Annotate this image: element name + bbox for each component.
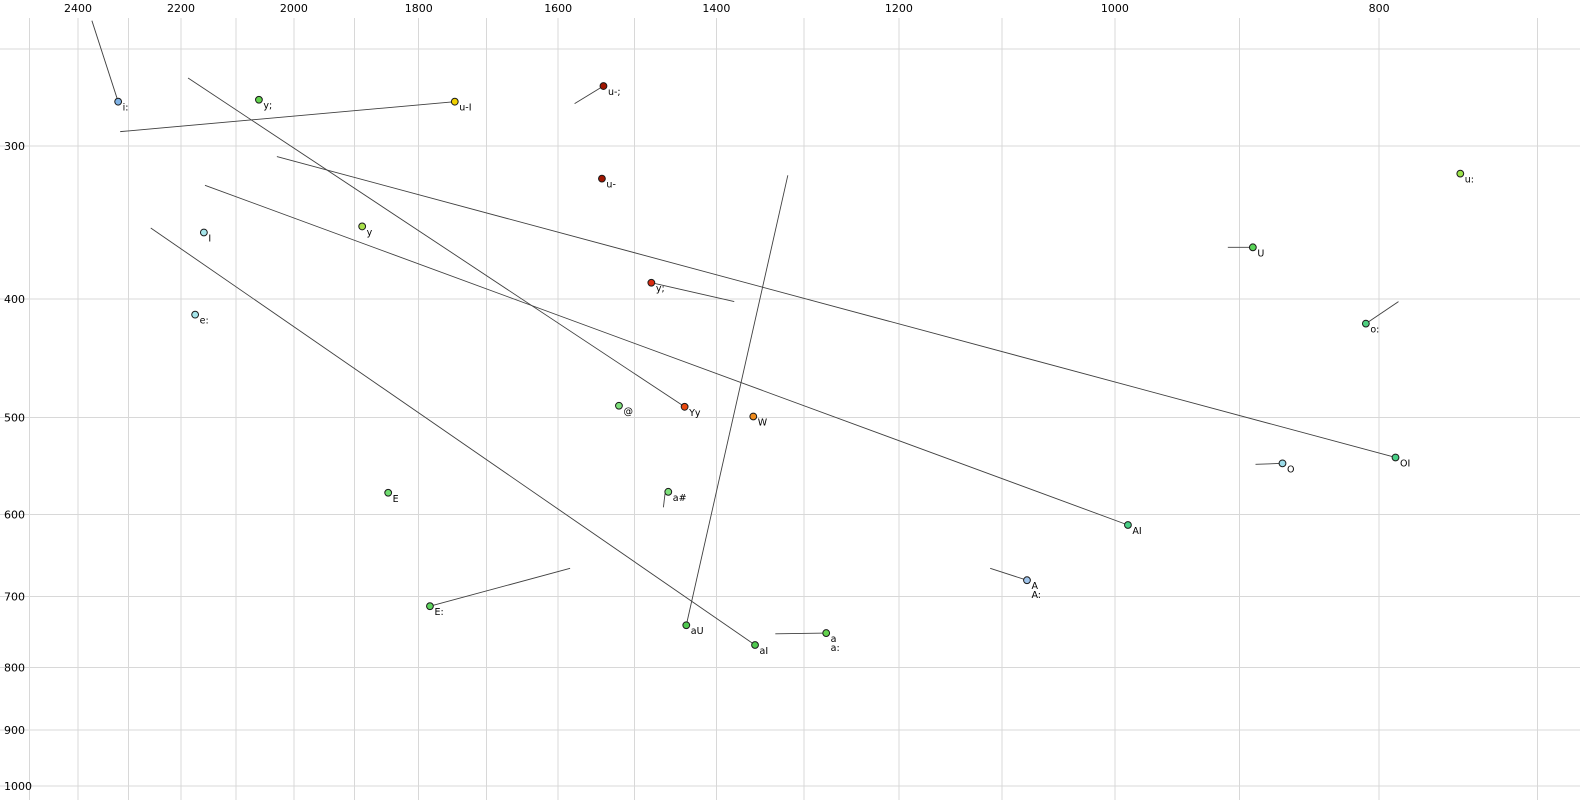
trajectory-ui-1 — [120, 101, 455, 133]
point-label-a-24-1: a: — [831, 643, 840, 654]
point-label-au-22-0: aU — [691, 626, 704, 637]
x-axis-tick-800: 800 — [1369, 2, 1390, 15]
x-axis-tick-2000: 2000 — [280, 2, 308, 15]
data-point-a-18 — [664, 487, 673, 496]
data-point-u-3 — [599, 82, 608, 90]
point-label-x-12-0: @ — [623, 407, 633, 418]
y-axis-tick-900: 900 — [4, 724, 25, 737]
x-axis-tick-1600: 1600 — [544, 2, 572, 15]
x-axis-tick-1000: 1000 — [1101, 2, 1129, 15]
trajectory-o-11 — [1255, 462, 1283, 465]
data-point-u-7 — [1248, 243, 1257, 252]
data-point-a-20 — [1023, 576, 1031, 585]
data-point-u-8 — [1456, 169, 1465, 178]
y-axis-tick-300: 300 — [4, 140, 25, 153]
point-label-yy-13-0: Yy — [688, 408, 701, 419]
trajectory-yy-3 — [187, 77, 685, 408]
x-axis-tick-2400: 2400 — [64, 2, 92, 15]
data-point-w-14 — [749, 412, 758, 421]
y-axis-tick-600: 600 — [4, 508, 25, 521]
point-label-i-6-0: I — [208, 233, 211, 244]
point-label-y-1-0: y; — [263, 101, 272, 112]
y-axis-tick-1000: 1000 — [4, 780, 32, 793]
y-axis-tick-500: 500 — [4, 412, 25, 425]
trajectory-oi-4 — [276, 156, 1396, 458]
y-axis-tick-800: 800 — [4, 661, 25, 674]
point-label-a-20-0: A — [1031, 581, 1038, 592]
y-axis-tick-700: 700 — [4, 590, 25, 603]
x-axis-tick-2200: 2200 — [167, 2, 195, 15]
point-label-a-24-0: a — [831, 634, 837, 645]
point-label-a-20-1: A: — [1031, 590, 1041, 601]
trajectory-a-15 — [662, 493, 666, 508]
point-label-e-17-0: E — [393, 494, 399, 505]
point-label-y-11-0: y; — [656, 284, 665, 295]
point-label-e-21-0: E: — [434, 607, 443, 618]
point-label-ai-19-0: AI — [1132, 526, 1141, 537]
data-point-y-5 — [358, 222, 367, 231]
trajectory-ai-5 — [204, 184, 1129, 526]
point-label-u-7-0: U — [1257, 248, 1264, 259]
point-label-o-10-0: o: — [1370, 325, 1379, 336]
point-label-a-18-0: a# — [673, 493, 687, 504]
trajectory-i-0 — [91, 20, 119, 102]
trajectory-ai-6 — [150, 227, 756, 646]
trajectory-a-12 — [990, 567, 1028, 581]
point-label-u-8-0: u: — [1465, 175, 1474, 186]
data-point-u-4 — [598, 174, 606, 183]
point-label-w-14-0: W — [758, 417, 768, 428]
data-point-e-9 — [191, 310, 200, 319]
trajectory-o-10 — [1365, 301, 1399, 324]
data-point-i-6 — [199, 228, 208, 237]
data-point-ai-19 — [1124, 521, 1132, 529]
point-label-y-5-0: y — [367, 227, 373, 238]
data-point-x-12 — [615, 401, 623, 410]
data-point-o-10 — [1361, 319, 1370, 328]
data-point-y-11 — [647, 278, 656, 287]
data-point-a-24 — [822, 629, 831, 637]
data-point-oi-16 — [1391, 453, 1400, 462]
x-axis-tick-1800: 1800 — [405, 2, 433, 15]
data-point-y-1 — [255, 95, 263, 104]
data-point-e-17 — [384, 488, 393, 497]
trajectory-e-13 — [429, 567, 571, 607]
data-point-ai-23 — [751, 641, 759, 649]
x-axis-tick-1200: 1200 — [885, 2, 913, 15]
data-point-i-0 — [114, 97, 123, 106]
point-label-i-0-0: i: — [123, 103, 129, 114]
trajectory-a-14 — [775, 632, 827, 635]
data-point-o-15 — [1278, 459, 1287, 468]
point-label-ui-2-0: u-I — [459, 103, 471, 114]
point-label-u-4-0: u- — [606, 180, 615, 191]
data-point-e-21 — [426, 602, 434, 611]
y-axis-tick-400: 400 — [4, 293, 25, 306]
trajectory-au-7 — [685, 175, 789, 626]
data-point-yy-13 — [680, 402, 689, 411]
x-axis-tick-1400: 1400 — [702, 2, 730, 15]
point-label-o-15-0: O — [1287, 464, 1294, 475]
point-label-e-9-0: e: — [200, 316, 209, 327]
trajectory-y-8 — [651, 282, 735, 303]
trajectory-u-2 — [574, 85, 604, 104]
point-label-u-3-0: u-; — [608, 87, 621, 98]
point-label-oi-16-0: OI — [1400, 458, 1410, 469]
data-point-ui-2 — [450, 97, 459, 106]
data-point-au-22 — [682, 621, 691, 630]
point-label-ai-23-0: aI — [760, 646, 769, 657]
